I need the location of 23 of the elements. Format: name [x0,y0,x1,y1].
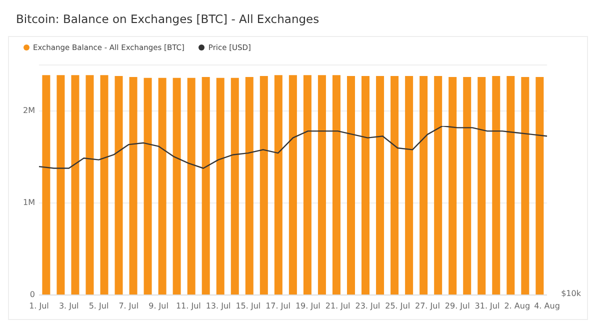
x-tick-label: 1. Jul [29,302,49,311]
x-tick-label: 2. Aug [504,302,530,311]
x-tick-label: 9. Jul [148,302,168,311]
x-tick-label: 15. Jul [236,302,261,311]
x-tick-label: 31. Jul [474,302,500,311]
y-tick-label: 2M [23,106,35,116]
x-tick-label: 13. Jul [206,302,231,311]
x-tick-label: 29. Jul [444,302,470,311]
x-tick-label: 7. Jul [118,302,139,311]
x-tick-label: 19. Jul [295,302,320,311]
x-tick-label: 25. Jul [385,302,410,311]
chart-title: Bitcoin: Balance on Exchanges [BTC] - All Exchanges [15,11,320,28]
x-tick-label: 3. Jul [58,302,79,311]
y-tick-label: 0 [30,290,35,300]
x-tick-label: 5. Jul [88,302,109,311]
x-tick-label: 11. Jul [176,302,201,311]
y-tick-label: 1M [23,198,35,208]
x-tick-label: 4. Aug [534,302,560,311]
x-tick-label: 17. Jul [266,302,291,311]
text: $10k [561,289,581,298]
x-tick-label: 27. Jul [415,302,440,311]
x-tick-label: 23. Jul [355,302,380,311]
x-tick-label: 21. Jul [325,302,350,311]
